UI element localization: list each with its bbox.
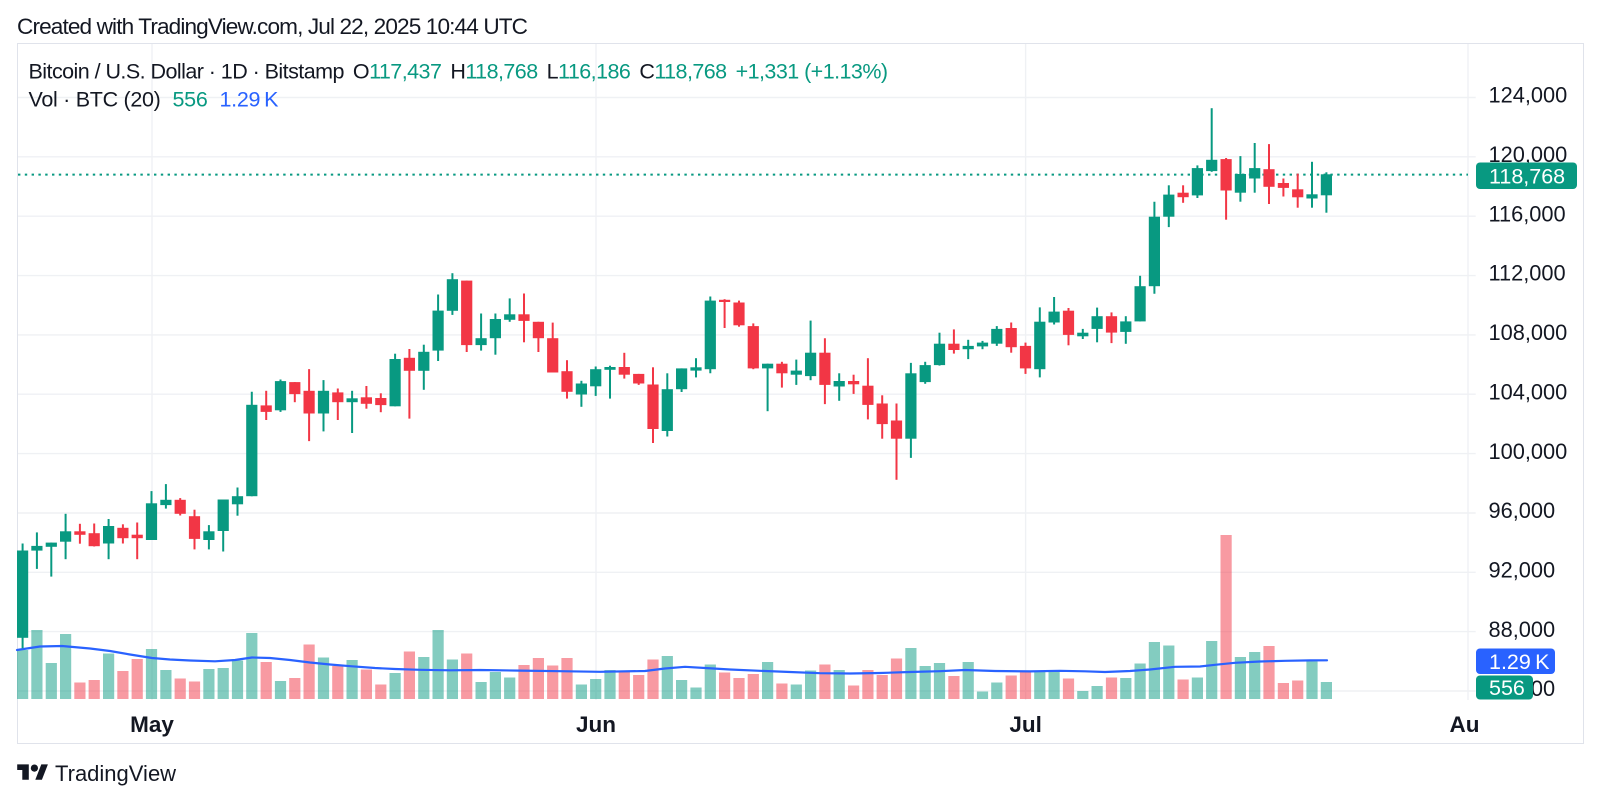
svg-text:May: May (130, 712, 174, 737)
svg-text:Created with TradingView.com,: Created with TradingView.com, Jul 22, 20… (17, 14, 528, 39)
svg-text:124,000: 124,000 (1489, 83, 1568, 108)
svg-text:100,000: 100,000 (1489, 439, 1568, 464)
svg-text:Jun: Jun (576, 712, 616, 737)
svg-text:1.29 K: 1.29 K (1489, 650, 1550, 674)
svg-text:118,768: 118,768 (1489, 164, 1565, 188)
svg-text:Au: Au (1450, 712, 1480, 737)
svg-text:88,000: 88,000 (1489, 617, 1556, 642)
svg-text:Jul: Jul (1009, 712, 1042, 737)
svg-text:112,000: 112,000 (1489, 261, 1566, 286)
svg-text:104,000: 104,000 (1489, 379, 1568, 404)
svg-text:92,000: 92,000 (1489, 558, 1556, 583)
svg-text:Bitcoin / U.S. Dollar · 1D · B: Bitcoin / U.S. Dollar · 1D · Bitstamp O11… (29, 59, 888, 83)
svg-text:116,000: 116,000 (1489, 201, 1566, 226)
svg-text:96,000: 96,000 (1489, 498, 1556, 523)
svg-text:TradingView: TradingView (55, 761, 176, 786)
svg-text:556: 556 (1489, 676, 1525, 700)
svg-text:108,000: 108,000 (1489, 320, 1568, 345)
